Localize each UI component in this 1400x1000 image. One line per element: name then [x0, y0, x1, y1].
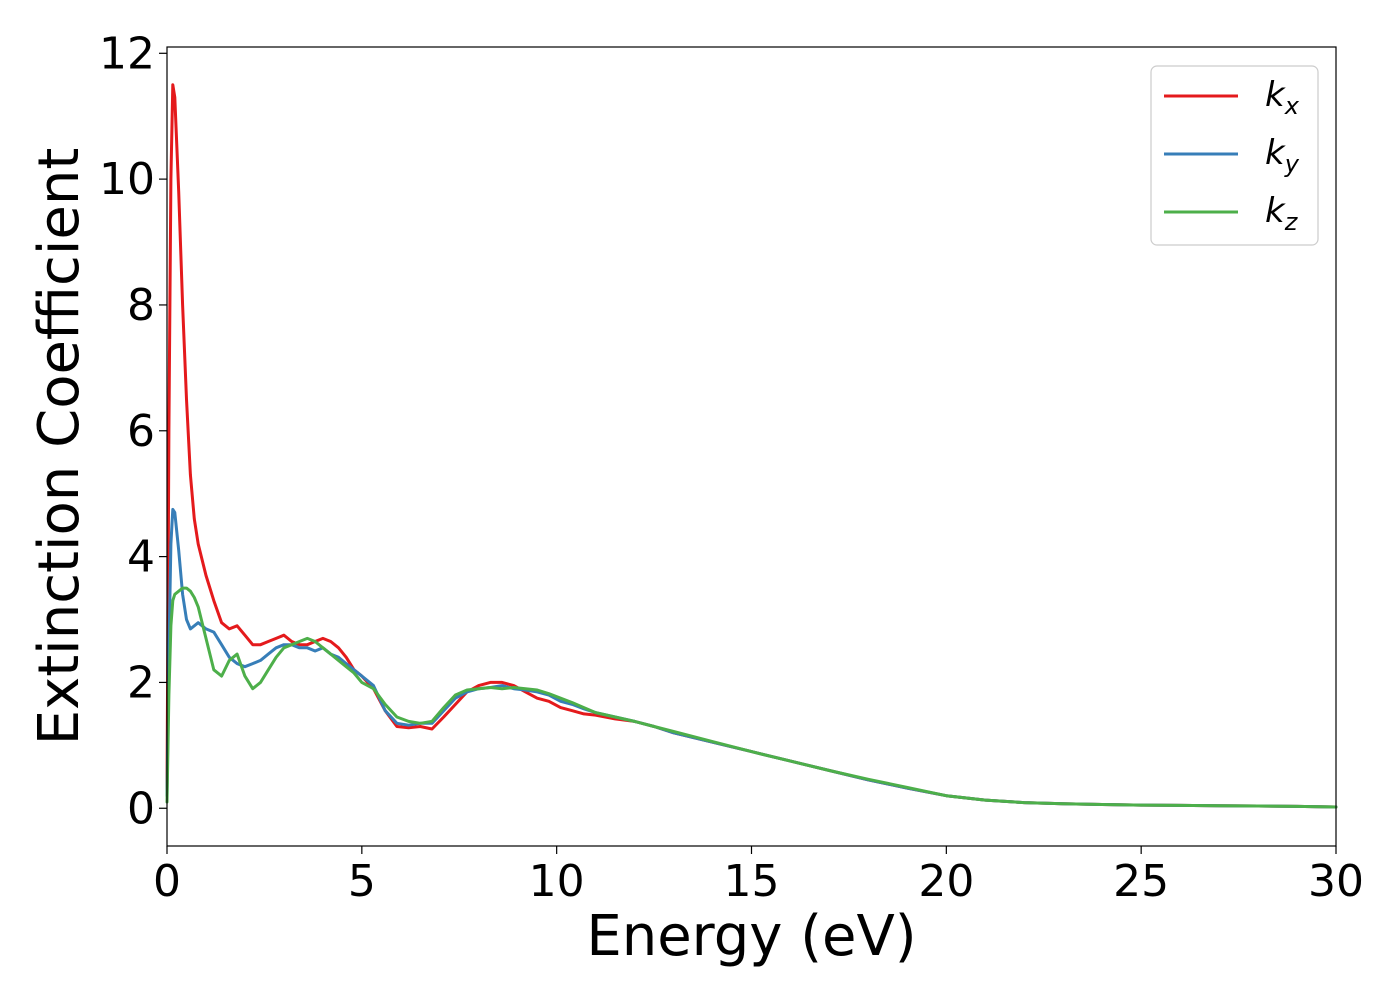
legend: kx ky kz	[1150, 65, 1319, 246]
x-tick-label: 20	[918, 856, 974, 907]
x-tick-label: 5	[348, 856, 376, 907]
x-tick-label: 25	[1113, 856, 1169, 907]
y-axis-title: Extinction Coefficient	[27, 148, 92, 746]
y-tick-label: 2	[127, 657, 155, 708]
y-axis-ticks: 0 2 4 6 8 10 12	[99, 28, 167, 834]
y-tick-label: 4	[127, 532, 155, 583]
y-tick-label: 0	[127, 783, 155, 834]
legend-label-z: kz	[1265, 191, 1299, 236]
x-tick-label: 15	[724, 856, 780, 907]
y-tick-label: 6	[127, 406, 155, 457]
x-axis-title: Energy (eV)	[586, 904, 916, 969]
y-tick-label: 8	[127, 280, 155, 331]
plot-lines	[165, 83, 1338, 809]
x-axis-ticks: 0 5 10 15 20 25 30	[153, 846, 1364, 907]
x-tick-label: 0	[153, 856, 181, 907]
legend-label-y: ky	[1265, 133, 1300, 178]
x-tick-label: 10	[529, 856, 585, 907]
legend-label-x: kx	[1265, 75, 1300, 120]
y-tick-label: 10	[99, 154, 155, 205]
series-line-z	[165, 586, 1338, 809]
x-tick-label: 30	[1308, 856, 1364, 907]
y-tick-label: 12	[99, 28, 155, 79]
